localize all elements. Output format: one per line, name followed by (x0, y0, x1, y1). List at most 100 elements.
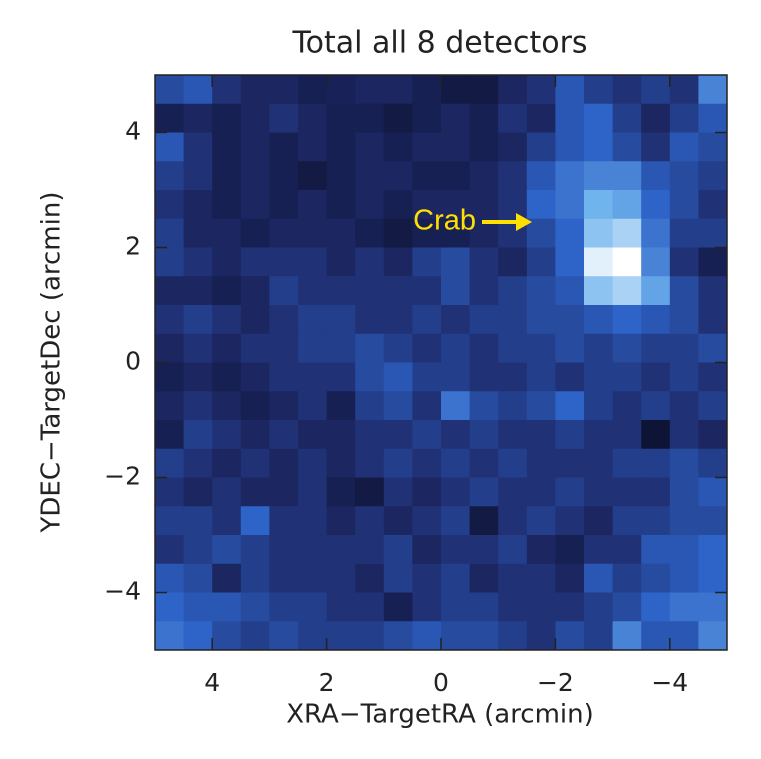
heatmap-cell (241, 621, 270, 650)
heatmap-cell (298, 363, 327, 392)
heatmap-cell (384, 449, 413, 478)
heatmap-cell (670, 506, 699, 535)
heatmap-cell (698, 535, 727, 564)
x-tick-label: 4 (204, 668, 220, 697)
heatmap-cell (184, 449, 213, 478)
heatmap-cell (470, 593, 499, 622)
heatmap-cell (470, 133, 499, 162)
heatmap-cell (384, 621, 413, 650)
heatmap-cell (384, 104, 413, 133)
heatmap-cell (555, 334, 584, 363)
heatmap-cell (670, 593, 699, 622)
heatmap-cell (613, 449, 642, 478)
heatmap-cell (355, 535, 384, 564)
heatmap-cell (441, 104, 470, 133)
heatmap-cell (327, 305, 356, 334)
heatmap-cell (670, 276, 699, 305)
heatmap-cell (470, 621, 499, 650)
heatmap-cell (641, 593, 670, 622)
heatmap-cell (670, 75, 699, 104)
heatmap-cell (155, 248, 184, 277)
heatmap-cell (584, 161, 613, 190)
heatmap-cell (241, 276, 270, 305)
heatmap-cell (613, 564, 642, 593)
heatmap-cell (298, 621, 327, 650)
heatmap-cell (269, 564, 298, 593)
heatmap-cell (155, 449, 184, 478)
heatmap-cell (670, 305, 699, 334)
heatmap-cell (155, 161, 184, 190)
heatmap-cell (269, 420, 298, 449)
heatmap-cell (441, 478, 470, 507)
heatmap-cell (670, 248, 699, 277)
heatmap-cell (327, 391, 356, 420)
x-tick-label: 0 (433, 668, 449, 697)
heatmap-cell (698, 621, 727, 650)
heatmap-cell (698, 219, 727, 248)
heatmap-cell (298, 449, 327, 478)
heatmap-cell (241, 133, 270, 162)
heatmap-cell (355, 593, 384, 622)
heatmap-cell (441, 75, 470, 104)
heatmap-cell (584, 391, 613, 420)
heatmap-cell (241, 478, 270, 507)
heatmap-cell (584, 219, 613, 248)
heatmap-cell (384, 133, 413, 162)
heatmap-cell (441, 248, 470, 277)
heatmap-cell (555, 535, 584, 564)
heatmap-cell (241, 248, 270, 277)
heatmap-cell (470, 75, 499, 104)
heatmap-cell (613, 305, 642, 334)
heatmap-cell (584, 248, 613, 277)
heatmap-cell (584, 593, 613, 622)
heatmap-cell (412, 161, 441, 190)
heatmap-cell (527, 535, 556, 564)
heatmap-cell (584, 276, 613, 305)
heatmap-cell (470, 161, 499, 190)
heatmap-cell (184, 190, 213, 219)
heatmap-cell (555, 391, 584, 420)
heatmap-cell (327, 535, 356, 564)
heatmap-cell (584, 506, 613, 535)
heatmap-cell (298, 478, 327, 507)
heatmap-cell (584, 535, 613, 564)
heatmap-cell (613, 276, 642, 305)
heatmap-cell (184, 334, 213, 363)
heatmap-cell (641, 506, 670, 535)
heatmap-cell (527, 506, 556, 535)
heatmap-cell (384, 248, 413, 277)
heatmap-cell (498, 104, 527, 133)
heatmap-cell (155, 391, 184, 420)
heatmap-cell (441, 535, 470, 564)
heatmap-cell (412, 363, 441, 392)
heatmap-cell (298, 276, 327, 305)
heatmap-cell (184, 621, 213, 650)
heatmap-cell (441, 593, 470, 622)
heatmap-cell (412, 391, 441, 420)
heatmap-cell (212, 75, 241, 104)
heatmap-cell (555, 621, 584, 650)
heatmap-cell (184, 219, 213, 248)
heatmap-cell (155, 276, 184, 305)
heatmap-cell (527, 133, 556, 162)
heatmap-cell (641, 276, 670, 305)
heatmap-cell (412, 449, 441, 478)
heatmap-cell (641, 420, 670, 449)
heatmap-cell (184, 161, 213, 190)
heatmap-cell (269, 449, 298, 478)
heatmap-cell (212, 104, 241, 133)
heatmap-cell (670, 564, 699, 593)
heatmap-cell (241, 535, 270, 564)
heatmap-cell (355, 219, 384, 248)
heatmap-cell (184, 248, 213, 277)
heatmap-cell (184, 506, 213, 535)
heatmap-cell (298, 593, 327, 622)
heatmap-cell (527, 219, 556, 248)
heatmap-cell (384, 391, 413, 420)
heatmap-cell (184, 305, 213, 334)
heatmap-cell (555, 593, 584, 622)
y-axis-label: YDEC−TargetDec (arcmin) (37, 192, 67, 534)
heatmap-cell (555, 305, 584, 334)
heatmap-cell (498, 478, 527, 507)
heatmap-cell (327, 420, 356, 449)
